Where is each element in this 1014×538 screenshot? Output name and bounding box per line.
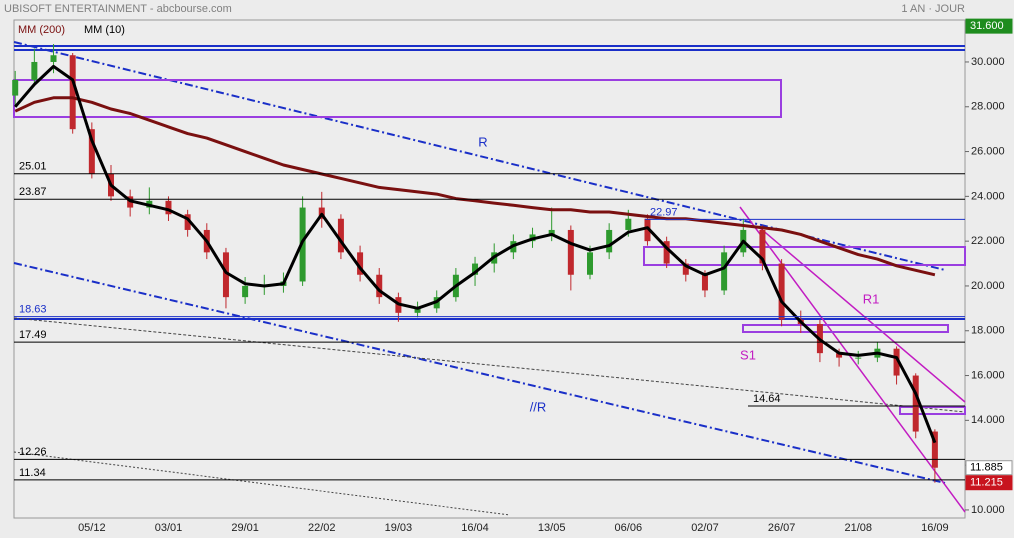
candle-body <box>184 214 191 230</box>
channel-line <box>739 206 966 513</box>
candle-body <box>721 252 728 291</box>
candle-body <box>376 274 383 298</box>
zone-box <box>899 406 966 415</box>
level-label: 17.49 <box>19 329 47 341</box>
legend-entry: MM (200) <box>18 24 65 36</box>
candle-body <box>759 229 766 264</box>
candle-body <box>472 263 479 275</box>
x-tick-label: 21/08 <box>844 522 872 534</box>
candle-body <box>337 218 344 253</box>
candle-body <box>165 200 172 215</box>
price-tag <box>965 460 1013 476</box>
candle-body <box>50 55 57 62</box>
level-label: 12.26 <box>19 446 47 458</box>
level-label: 18.63 <box>19 304 47 316</box>
candle-body <box>606 229 613 253</box>
x-tick-label: 22/02 <box>308 522 336 534</box>
candle-body <box>12 79 19 96</box>
candle-body <box>625 218 632 230</box>
candle-body <box>69 55 76 130</box>
zone-box <box>13 79 782 118</box>
zone-box <box>643 246 966 266</box>
marks <box>12 44 938 483</box>
legend-entry: MM (10) <box>84 24 125 36</box>
candle-body <box>31 61 38 80</box>
x-tick-label: 06/06 <box>615 522 643 534</box>
x-tick-label: 16/09 <box>921 522 949 534</box>
x-tick-label: 13/05 <box>538 522 566 534</box>
annotation: R1 <box>863 291 880 306</box>
dotted-line <box>13 451 511 516</box>
period-label: 1 AN · JOUR <box>901 3 965 15</box>
y-tick-label: 22.000 <box>971 235 1005 247</box>
y-tick-label: 16.000 <box>971 369 1005 381</box>
level-label: 22.97 <box>650 206 678 218</box>
candle-body <box>836 353 843 358</box>
x-tick-label: 29/01 <box>231 522 259 534</box>
y-tick-label: 30.000 <box>971 56 1005 68</box>
annotation: S1 <box>740 347 756 362</box>
y-tick-label: 24.000 <box>971 190 1005 202</box>
moving-average <box>14 64 937 444</box>
y-tick-label: 20.000 <box>971 280 1005 292</box>
candle-body <box>644 218 651 242</box>
price-tag <box>965 18 1013 34</box>
candle-body <box>548 229 555 235</box>
candle-body <box>912 375 919 432</box>
level-label: 23.87 <box>19 186 47 198</box>
x-tick-label: 19/03 <box>385 522 413 534</box>
price-tag-label: 11.215 <box>970 477 1003 489</box>
candle-body <box>701 274 708 291</box>
x-tick-label: 05/12 <box>78 522 106 534</box>
y-tick-label: 14.000 <box>971 414 1005 426</box>
y-tick-label: 28.000 <box>971 101 1005 113</box>
candle-body <box>567 229 574 275</box>
candle-body <box>357 252 364 275</box>
candle-body <box>242 285 249 298</box>
x-tick-label: 16/04 <box>461 522 489 534</box>
level-label: 25.01 <box>19 161 47 173</box>
dotted-line <box>13 317 966 413</box>
candle-body <box>663 241 670 264</box>
channel-line <box>759 227 966 403</box>
candle-body <box>587 252 593 275</box>
level-label: 14.64 <box>753 393 781 405</box>
candle-body <box>682 263 689 275</box>
candle-body <box>88 129 95 174</box>
price-tag-label: 31.600 <box>970 20 1004 32</box>
annotation: //R <box>530 399 547 414</box>
y-tick-label: 18.000 <box>971 325 1005 337</box>
x-tick-label: 02/07 <box>691 522 719 534</box>
x-tick-label: 26/07 <box>768 522 796 534</box>
annotation: R <box>478 134 487 149</box>
plot-area <box>13 19 966 519</box>
y-tick-label: 26.000 <box>971 145 1005 157</box>
moving-average <box>14 96 936 277</box>
level-label: 11.34 <box>19 467 46 479</box>
candle-body <box>893 348 900 376</box>
candle-body <box>222 252 229 298</box>
price-tag <box>965 475 1013 491</box>
chart-title: UBISOFT ENTERTAINMENT - abcbourse.com <box>4 3 232 15</box>
drawings <box>13 41 966 516</box>
candle-body <box>414 308 421 313</box>
x-tick-label: 03/01 <box>155 522 183 534</box>
y-tick-label: 10.000 <box>971 504 1005 516</box>
candle-body <box>855 357 862 359</box>
zone-box <box>742 324 949 333</box>
candle-body <box>931 431 938 468</box>
price-tag-label: 11.885 <box>970 462 1003 474</box>
candle-body <box>778 263 785 320</box>
